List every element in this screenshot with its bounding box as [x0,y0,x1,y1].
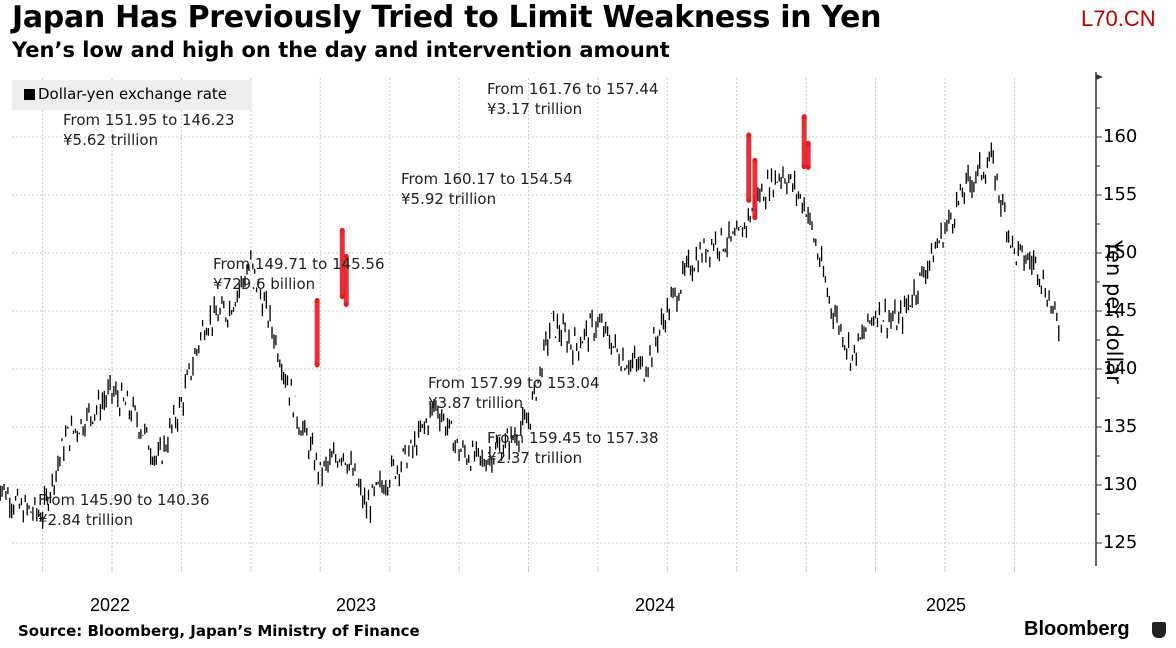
intervention-high-marker [314,298,320,304]
bloomberg-logo: Bloomberg [1024,618,1130,640]
x-tick-label: 2022 [90,595,131,615]
y-axis-arrow-icon [1096,74,1103,80]
annotation-1: From 145.90 to 140.36 ¥2.84 trillion [38,490,210,530]
intervention-low-marker [752,215,758,221]
x-tick-label: 2023 [336,595,377,615]
intervention-high-marker [343,253,349,259]
annotation-6: From 161.76 to 157.44 ¥3.17 trillion [487,79,659,119]
chart-title: Japan Has Previously Tried to Limit Weak… [12,0,882,35]
annotation-3: From 149.71 to 145.56 ¥729.6 billion [213,254,385,294]
annotation-range: From 149.71 to 145.56 [213,255,385,273]
annotation-range: From 161.76 to 157.44 [487,80,659,98]
intervention-low-marker [314,362,320,368]
source-note: Source: Bloomberg, Japan’s Ministry of F… [18,622,420,640]
y-tick-label: 155 [1103,184,1138,205]
intervention-bar [805,143,811,168]
intervention-bar [746,135,752,201]
annotation-range: From 159.45 to 157.38 [487,429,659,447]
intervention-bar [343,256,349,305]
annotation-range: From 157.99 to 153.04 [428,374,600,392]
y-tick-label: 145 [1103,300,1138,321]
intervention-bar [801,116,807,167]
annotation-amount: ¥5.92 trillion [401,190,497,208]
legend: Dollar-yen exchange rate [12,80,252,110]
y-tick-label: 130 [1103,474,1138,495]
annotation-amount: ¥2.84 trillion [38,511,134,529]
annotation-amount: ¥2.37 trillion [487,449,583,467]
annotation-7: From 159.45 to 157.38 ¥2.37 trillion [487,428,659,468]
intervention-low-marker [343,302,349,308]
chart-subtitle: Yen’s low and high on the day and interv… [12,38,670,62]
legend-swatch-icon [24,89,35,100]
intervention-low-marker [805,164,811,170]
annotation-range: From 145.90 to 140.36 [38,491,210,509]
y-tick-label: 150 [1103,242,1138,263]
intervention-high-marker [339,227,345,233]
annotation-amount: ¥3.87 trillion [428,394,524,412]
annotation-amount: ¥3.17 trillion [487,100,583,118]
bloomberg-icon [1152,622,1166,638]
y-tick-label: 160 [1103,126,1138,147]
intervention-high-marker [746,132,752,138]
x-tick-label: 2025 [926,595,967,615]
annotation-5: From 157.99 to 153.04 ¥3.87 trillion [428,373,600,413]
intervention-low-marker [746,197,752,203]
annotation-2: From 151.95 to 146.23 ¥5.62 trillion [63,110,235,150]
x-tick-label: 2024 [635,595,676,615]
intervention-high-marker [801,114,807,120]
y-tick-label: 140 [1103,358,1138,379]
exchange-rate-series [0,142,1060,529]
y-tick-label: 135 [1103,416,1138,437]
annotation-range: From 160.17 to 154.54 [401,170,573,188]
intervention-bar [314,300,320,365]
watermark: L70.CN [1081,6,1156,31]
annotation-amount: ¥729.6 billion [213,275,316,293]
intervention-high-marker [805,140,811,146]
legend-label: Dollar-yen exchange rate [38,85,228,103]
intervention-high-marker [752,157,758,163]
y-tick-label: 125 [1103,532,1138,553]
intervention-low-marker [801,164,807,170]
intervention-bar [339,230,345,297]
intervention-bar [752,160,758,218]
annotation-4: From 160.17 to 154.54 ¥5.92 trillion [401,169,573,209]
annotation-range: From 151.95 to 146.23 [63,111,235,129]
y-axis-title: Yen per dollar [1102,240,1126,384]
annotation-amount: ¥5.62 trillion [63,131,159,149]
intervention-low-marker [339,294,345,300]
